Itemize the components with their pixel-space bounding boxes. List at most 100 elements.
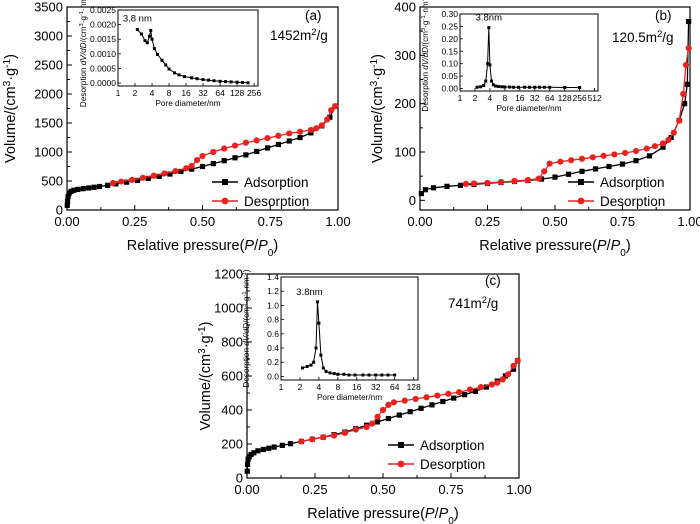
desorption-point [320,434,327,441]
inset-point [336,372,340,376]
inset-point [512,85,516,89]
inset-point [324,369,328,373]
inset-series-line [302,301,395,376]
adsorption-point [451,395,457,401]
desorption-point [363,423,370,431]
desorption-point [379,406,387,414]
adsorption-point [232,155,238,161]
inset-x-tick-label: 1 [116,88,121,98]
inset-y-tick-label: 0.0015 [90,34,116,44]
adsorption-point [71,187,77,193]
inset-y-axis-label: Desorption dV/dD/(cm3·g-1·nm-1) [79,0,88,107]
desorption-point [651,143,659,150]
y-tick-label: 0 [56,203,63,218]
desorption-point [352,426,359,433]
desorption-point [332,103,339,110]
desorption-point [676,117,683,124]
legend-label-adsorption: Adsorption [244,175,309,190]
x-tick-label: 0.00 [54,214,79,229]
x-tick-label: 0.50 [370,482,395,497]
y-tick-label: 1200 [214,267,243,282]
inset-point [160,58,164,62]
y-axis-label: Volume/(cm3·g-1) [369,54,387,163]
inset-y-tick-label: 0.0005 [90,63,116,73]
adsorption-point [510,366,517,372]
adsorption-point [64,202,70,208]
adsorption-point [251,450,257,456]
desorption-point [253,137,260,144]
desorption-point [511,177,518,185]
desorption-point [324,116,331,123]
x-tick-label: 1.00 [506,482,531,497]
inset-point [319,353,323,357]
inset-x-tick-label: 16 [515,93,525,103]
adsorption-point [221,158,227,164]
desorption-point [161,170,168,177]
desorption-point [298,438,305,445]
legend-label-desorption: Desorption [600,194,665,209]
desorption-point [659,140,667,147]
adsorption-point [244,461,251,467]
series-line-desorption [112,105,336,184]
inset-point [201,78,205,82]
desorption-point [296,128,304,135]
surface-area-label: 1452m2/g [270,27,328,44]
adsorption-point [260,446,266,453]
inset-point [479,85,483,89]
inset-frame [459,13,599,92]
inset-point [523,85,527,89]
inset-x-tick-label: 64 [545,93,555,103]
adsorption-point [418,405,424,411]
inset-y-tick-label: 0.10 [441,59,458,69]
inset-point [489,79,493,83]
y-tick-label: 1000 [214,301,243,316]
inset-point [516,85,520,89]
adsorption-point [407,409,413,415]
inset-x-axis-label: Pore diameter/nm [496,104,561,113]
desorption-point [445,390,452,397]
adsorption-point [210,161,216,167]
y-tick-label: 0 [409,193,416,208]
inset-point [229,80,233,84]
inset-point [386,373,390,377]
legend-label-adsorption: Adsorption [600,175,665,190]
inset-x-tick-label: 16 [352,382,362,392]
inset-point [150,37,154,41]
inset-x-tick-label: 32 [530,93,540,103]
panel-label: (b) [655,8,672,23]
x-tick-label: 0.75 [438,482,463,497]
adsorption-point [96,183,103,190]
x-tick-label: 0.75 [610,214,635,229]
inset-point [486,62,490,66]
desorption-point [221,145,228,152]
inset-x-tick-label: 2 [133,88,138,98]
adsorption-point [266,445,272,451]
desorption-point [390,399,397,406]
inset-point [143,39,147,43]
x-tick-label: 0.00 [234,482,259,497]
y-axis-label: Volume/(cm3·g-1) [2,54,20,163]
adsorption-point [565,171,572,177]
inset-point [538,85,542,89]
surface-area-label: 120.5m2/g [612,29,674,46]
desorption-point [150,172,157,179]
y-tick-label: 200 [394,96,416,111]
inset-peak-annotation: 3.8nm [476,13,502,24]
desorption-point [118,178,125,185]
desorption-point [589,154,596,161]
adsorption-point [64,198,71,204]
desorption-point [374,413,381,420]
adsorption-point [255,448,261,454]
inset-point [212,79,216,83]
adsorption-point [684,81,690,87]
desorption-point [600,152,607,159]
inset-point [374,373,378,377]
x-axis-label: Relative pressure(P/P0) [479,238,631,259]
inset-y-axis-label: Desorption dV/dD/(cm3·g-1·nm-1) [421,0,430,112]
inset-x-tick-label: 32 [371,382,381,392]
inset-point [500,85,504,89]
inset-point [235,80,239,84]
desorption-point [109,179,117,187]
adsorption-point [297,134,303,141]
